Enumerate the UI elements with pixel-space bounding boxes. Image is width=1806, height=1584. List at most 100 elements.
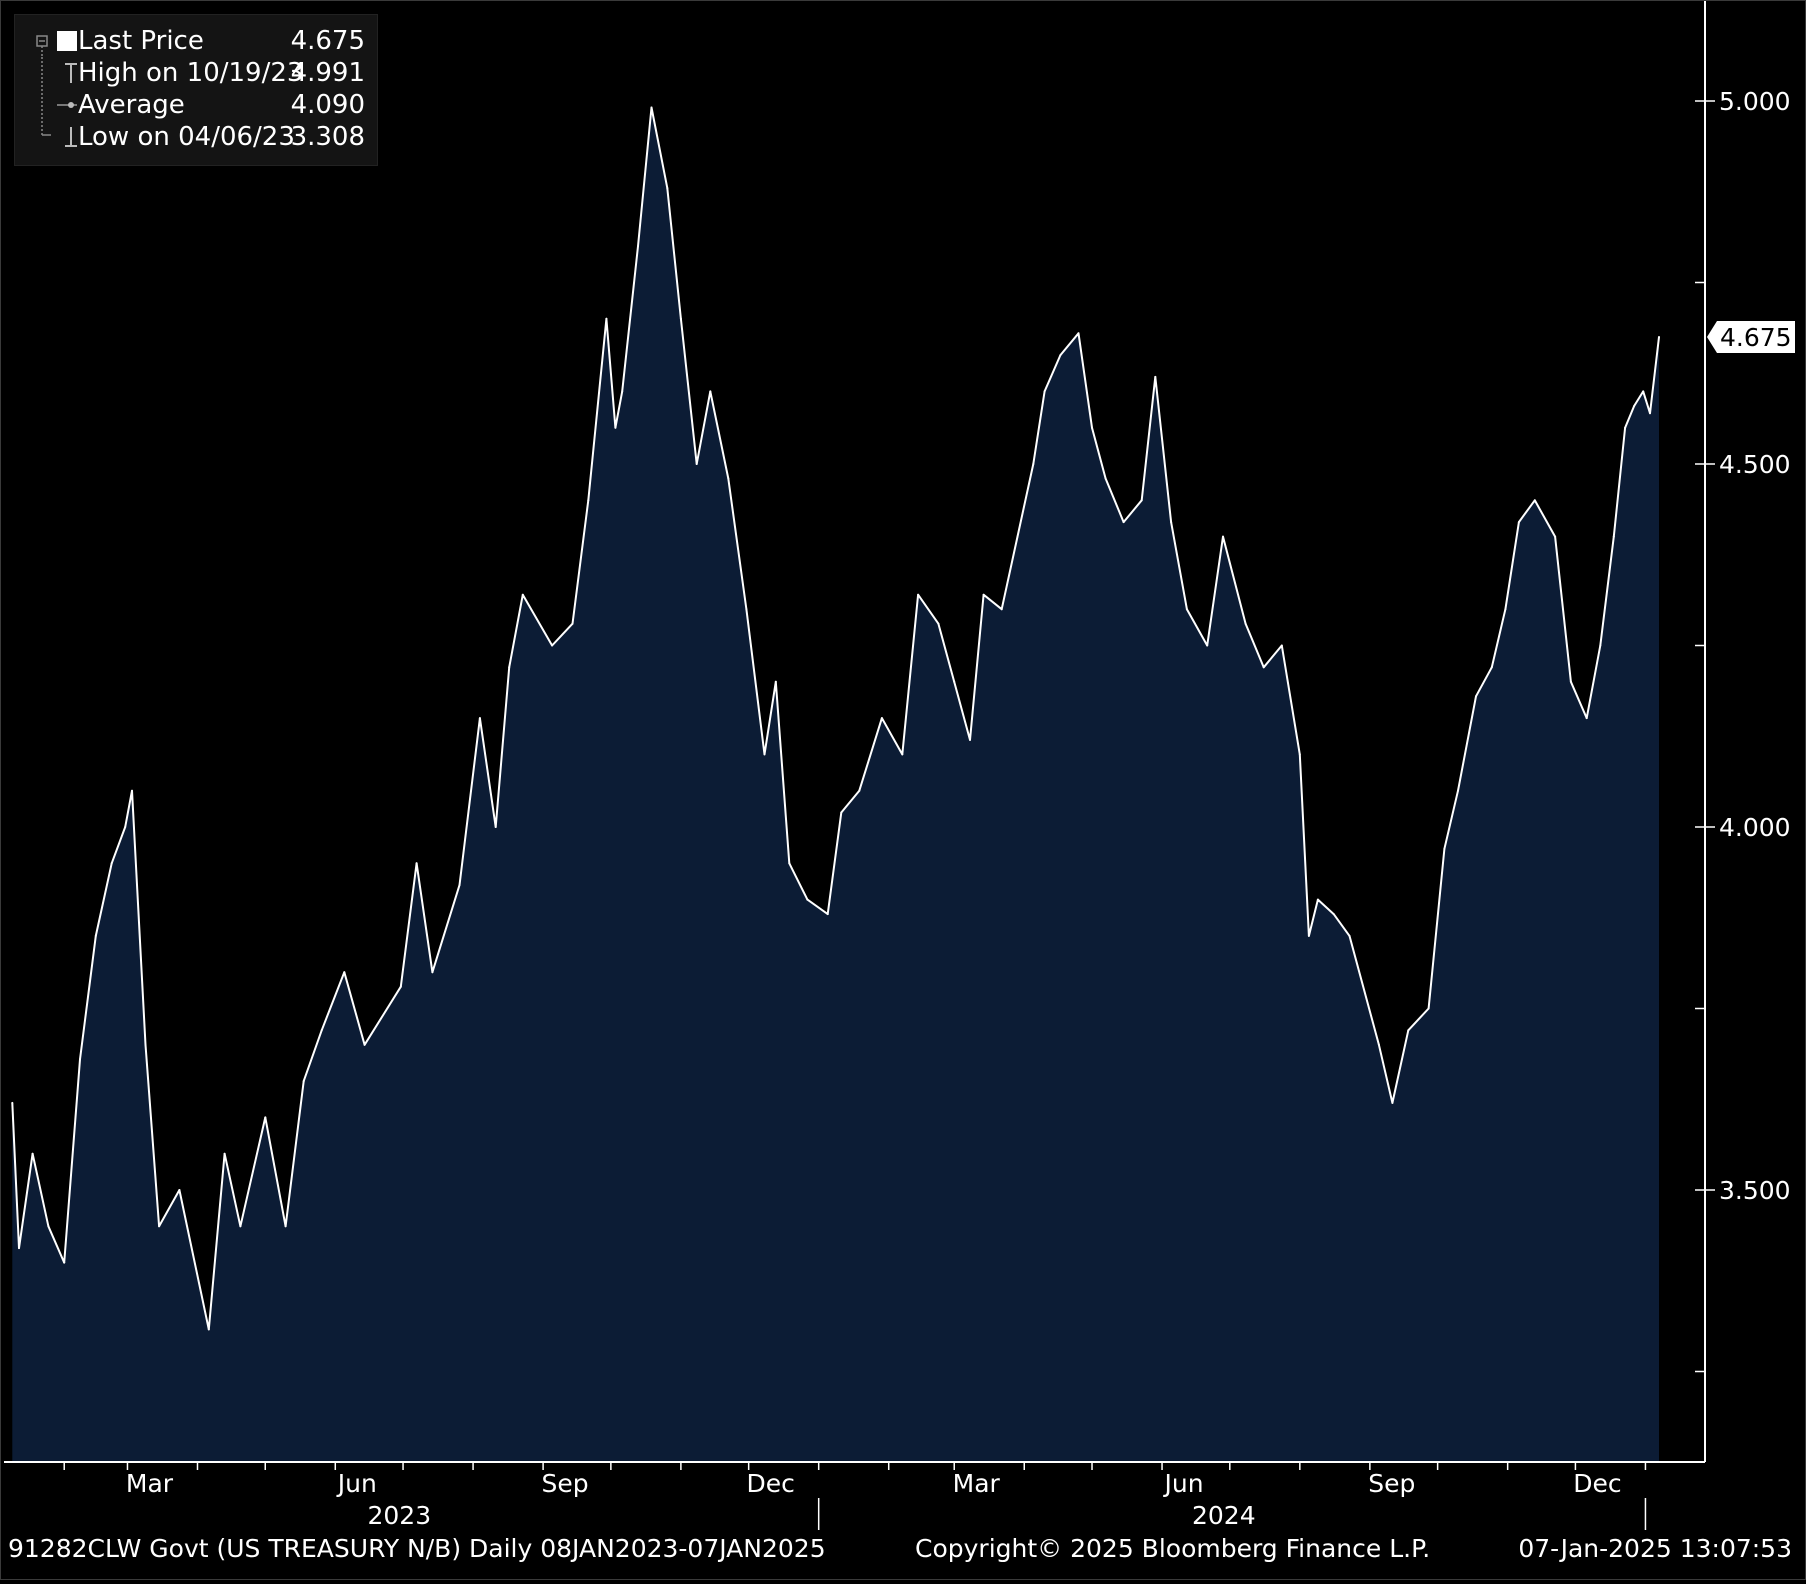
x-year-label: 2024 bbox=[1192, 1501, 1256, 1530]
legend-label: Average bbox=[78, 90, 185, 120]
data-point bbox=[458, 884, 461, 887]
data-point bbox=[982, 593, 985, 596]
data-point bbox=[551, 644, 554, 647]
data-point bbox=[1533, 499, 1536, 502]
data-point bbox=[264, 1116, 267, 1119]
data-point bbox=[1222, 535, 1224, 538]
data-point bbox=[858, 789, 861, 792]
data-point bbox=[31, 1152, 34, 1155]
data-point bbox=[679, 317, 682, 320]
data-point bbox=[223, 1152, 226, 1155]
data-point bbox=[302, 1080, 305, 1083]
legend-row-high: High on 10/19/23 4.991 bbox=[15, 57, 377, 89]
label-layer: 3.500 4.000 4.500 5.000 4.675 Mar Jun Sep Dec Mar… bbox=[126, 87, 1795, 1530]
x-month-label: Mar bbox=[953, 1469, 1001, 1498]
data-point bbox=[666, 187, 669, 190]
data-point bbox=[1624, 426, 1627, 429]
data-point bbox=[110, 862, 113, 865]
legend-label: Last Price bbox=[78, 26, 204, 56]
data-point bbox=[840, 811, 843, 814]
data-point bbox=[1391, 1101, 1394, 1104]
data-point bbox=[774, 680, 777, 683]
data-point bbox=[1490, 666, 1493, 669]
data-point bbox=[11, 1101, 14, 1104]
series-swatch-icon bbox=[57, 31, 77, 51]
data-point bbox=[1427, 1007, 1430, 1010]
data-point bbox=[1244, 622, 1247, 625]
x-month-label: Sep bbox=[542, 1469, 589, 1498]
collapse-box-icon[interactable] bbox=[23, 25, 77, 57]
footer-copyright: Copyright© 2025 Bloomberg Finance L.P. bbox=[915, 1534, 1431, 1563]
data-point bbox=[806, 898, 809, 901]
data-point bbox=[1517, 521, 1520, 524]
data-point bbox=[788, 862, 791, 865]
data-point bbox=[494, 826, 497, 828]
data-point bbox=[1206, 644, 1209, 647]
y-tick-label: 4.000 bbox=[1719, 813, 1791, 842]
data-point bbox=[1307, 934, 1310, 937]
data-point bbox=[969, 738, 971, 741]
data-point bbox=[1569, 680, 1572, 683]
data-point bbox=[571, 622, 574, 625]
data-point bbox=[207, 1328, 210, 1331]
area-layer bbox=[11, 106, 1660, 1462]
data-point bbox=[1316, 898, 1319, 901]
low-marker-icon bbox=[41, 121, 77, 147]
data-point bbox=[1140, 499, 1143, 502]
data-point bbox=[1262, 666, 1265, 669]
data-point bbox=[363, 1043, 366, 1046]
data-point bbox=[826, 913, 829, 916]
y-tick-label: 4.500 bbox=[1719, 450, 1791, 479]
data-point bbox=[1280, 644, 1283, 647]
data-point bbox=[1032, 463, 1035, 465]
data-point bbox=[320, 1029, 323, 1032]
data-point bbox=[621, 390, 624, 393]
data-point bbox=[131, 789, 133, 792]
legend-label: High on 10/19/23 bbox=[78, 58, 304, 88]
x-month-label: Jun bbox=[1163, 1469, 1204, 1498]
data-point bbox=[1104, 477, 1107, 480]
data-point bbox=[763, 753, 766, 756]
data-point bbox=[1016, 535, 1019, 538]
data-point bbox=[650, 106, 653, 109]
data-point bbox=[94, 934, 97, 937]
data-point bbox=[637, 245, 639, 248]
data-point bbox=[605, 317, 608, 320]
data-point bbox=[1043, 390, 1046, 393]
legend-row-last-price: Last Price 4.675 bbox=[15, 25, 377, 57]
data-point bbox=[521, 593, 524, 596]
data-point bbox=[1649, 412, 1651, 415]
legend-value: 4.675 bbox=[290, 26, 365, 56]
data-point bbox=[614, 426, 617, 429]
data-point bbox=[1000, 608, 1003, 611]
data-point bbox=[1170, 521, 1173, 524]
data-point bbox=[695, 463, 698, 465]
data-point bbox=[1407, 1029, 1410, 1032]
data-point bbox=[144, 1043, 147, 1046]
data-point bbox=[1633, 404, 1636, 407]
data-point bbox=[1091, 426, 1093, 429]
legend-value: 4.991 bbox=[290, 58, 365, 88]
data-point bbox=[727, 477, 730, 480]
legend-value: 3.308 bbox=[290, 122, 365, 152]
data-point bbox=[1475, 695, 1477, 698]
data-point bbox=[1554, 535, 1557, 538]
last-price-label: 4.675 bbox=[1720, 323, 1792, 352]
data-point bbox=[508, 666, 511, 669]
legend-label: Low on 04/06/23 bbox=[78, 122, 295, 152]
data-point bbox=[18, 1247, 20, 1250]
data-point bbox=[47, 1225, 50, 1228]
series-line bbox=[11, 106, 1660, 1331]
data-point bbox=[1642, 390, 1645, 393]
data-point bbox=[1658, 336, 1660, 338]
data-point bbox=[745, 608, 748, 611]
data-point bbox=[63, 1261, 66, 1264]
x-month-label: Dec bbox=[1573, 1469, 1621, 1498]
data-point bbox=[399, 985, 402, 988]
data-point bbox=[343, 971, 346, 974]
data-point bbox=[1077, 332, 1080, 335]
data-point bbox=[431, 971, 434, 974]
data-point bbox=[709, 390, 712, 393]
data-point bbox=[124, 826, 127, 828]
data-point bbox=[1122, 521, 1125, 524]
